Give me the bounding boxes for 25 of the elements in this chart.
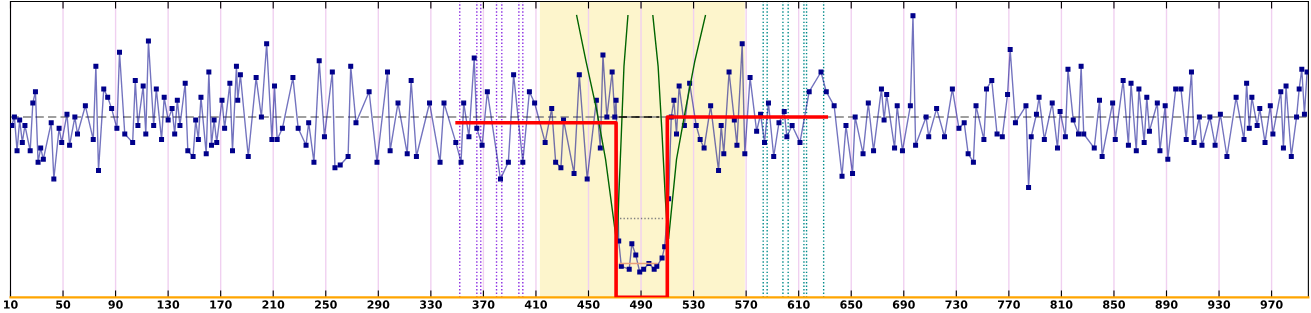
x-tick-label: 650	[840, 300, 863, 309]
x-tick-label: 50	[56, 300, 71, 309]
x-tick-label: 170	[210, 300, 232, 309]
x-tick-label: 690	[892, 300, 915, 309]
x-tick-label: 810	[1050, 300, 1073, 309]
x-tick-label: 250	[315, 300, 337, 309]
x-tick-label: 970	[1260, 300, 1283, 309]
x-tick-label: 10	[4, 300, 18, 309]
x-tick-label: 490	[629, 300, 653, 309]
x-tick-label: 290	[367, 300, 390, 309]
x-tick-label: 130	[157, 300, 180, 309]
x-tick-label: 730	[945, 300, 968, 309]
x-tick-label: 530	[682, 300, 705, 309]
x-tick-label: 770	[998, 300, 1020, 309]
x-tick-label: 890	[1155, 300, 1178, 309]
x-tick-label: 370	[472, 300, 495, 309]
x-tick-label: 850	[1103, 300, 1126, 309]
x-tick-label: 450	[577, 300, 600, 309]
x-tick-label: 90	[108, 300, 123, 309]
x-tick-label: 570	[735, 300, 758, 309]
x-tick-label: 210	[262, 300, 285, 309]
x-tick-label: 330	[420, 300, 442, 309]
x-tick-label: 610	[787, 300, 810, 309]
x-tick-label: 930	[1208, 300, 1231, 309]
x-tick-label: 410	[524, 300, 548, 309]
